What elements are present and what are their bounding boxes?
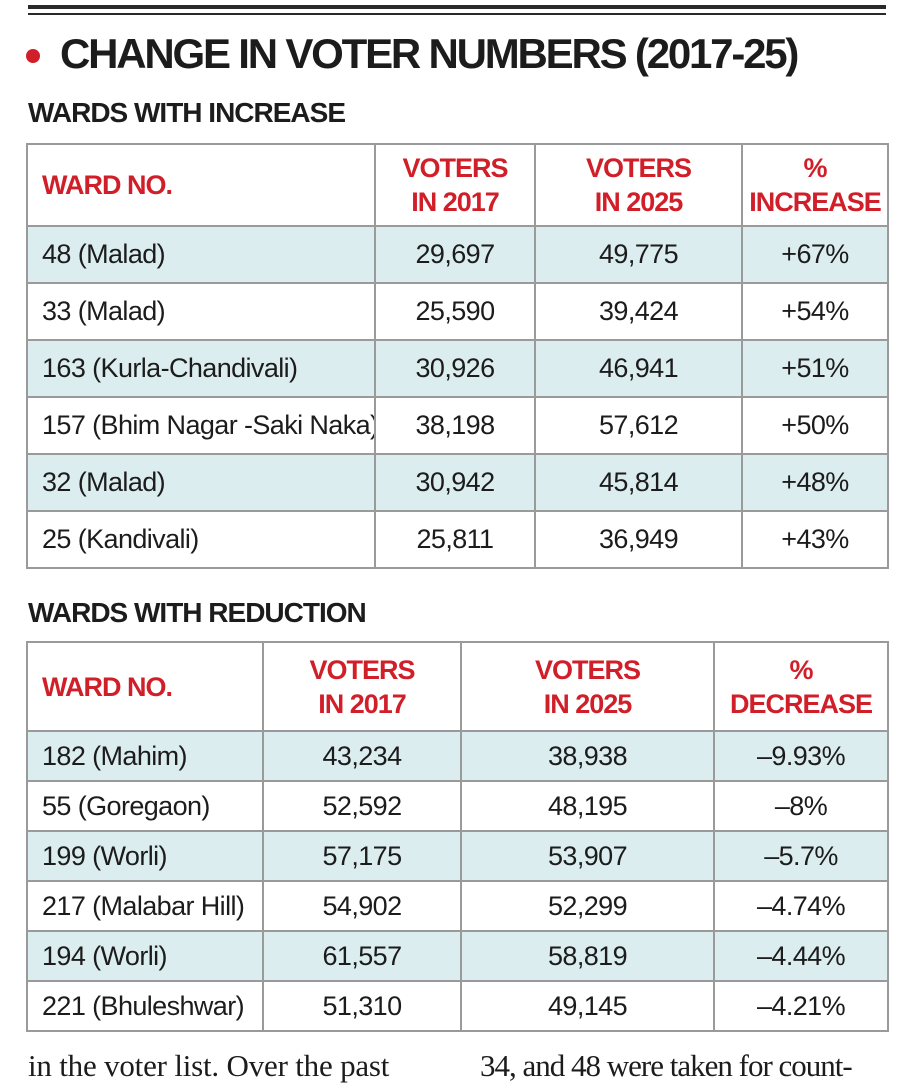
table-row: 32 (Malad) 30,942 45,814 +48% [26,453,889,512]
table-row: 157 (Bhim Nagar -Saki Naka) 38,198 57,61… [26,396,889,455]
header-ward-no: WARD NO. [26,143,376,227]
voters-2025-cell: 52,299 [460,880,715,932]
percent-change-cell: +48% [741,453,889,512]
article-right-column-text: 34, and 48 were taken for count- [480,1048,853,1083]
voters-2017-cell: 54,902 [262,880,462,932]
top-rule-thick [28,5,886,9]
voters-2025-cell: 45,814 [534,453,743,512]
percent-change-cell: +67% [741,225,889,284]
voters-2025-cell: 58,819 [460,930,715,982]
percent-change-cell: +54% [741,282,889,341]
voters-2017-cell: 38,198 [374,396,536,455]
ward-cell: 55 (Goregaon) [26,780,264,832]
header-voters-2025: VOTERS IN 2025 [534,143,743,227]
reduction-table: WARD NO. VOTERS IN 2017 VOTERS IN 2025 %… [26,641,889,1032]
reduction-section-title: WARDS WITH REDUCTION [28,597,367,628]
table-row: 55 (Goregaon) 52,592 48,195 –8% [26,780,889,832]
voters-2025-cell: 38,938 [460,730,715,782]
table-row: 33 (Malad) 25,590 39,424 +54% [26,282,889,341]
ward-cell: 217 (Malabar Hill) [26,880,264,932]
percent-change-cell: –4.74% [713,880,889,932]
table-row: 199 (Worli) 57,175 53,907 –5.7% [26,830,889,882]
voters-2017-cell: 29,697 [374,225,536,284]
voters-2017-cell: 52,592 [262,780,462,832]
top-rule-thin [28,13,886,15]
reduction-header-row: WARD NO. VOTERS IN 2017 VOTERS IN 2025 %… [26,641,889,732]
percent-change-cell: +51% [741,339,889,398]
voters-2017-cell: 30,942 [374,453,536,512]
ward-cell: 25 (Kandivali) [26,510,376,569]
table-row: 25 (Kandivali) 25,811 36,949 +43% [26,510,889,569]
ward-cell: 157 (Bhim Nagar -Saki Naka) [26,396,376,455]
voters-2025-cell: 36,949 [534,510,743,569]
ward-cell: 163 (Kurla-Chandivali) [26,339,376,398]
percent-change-cell: +43% [741,510,889,569]
table-row: 182 (Mahim) 43,234 38,938 –9.93% [26,730,889,782]
percent-change-cell: –5.7% [713,830,889,882]
header-voters-2017: VOTERS IN 2017 [374,143,536,227]
table-row: 163 (Kurla-Chandivali) 30,926 46,941 +51… [26,339,889,398]
table-row: 217 (Malabar Hill) 54,902 52,299 –4.74% [26,880,889,932]
increase-section-title: WARDS WITH INCREASE [28,97,346,128]
voters-2025-cell: 49,145 [460,980,715,1032]
header-percent-increase: % INCREASE [741,143,889,227]
voters-2025-cell: 49,775 [534,225,743,284]
table-row: 194 (Worli) 61,557 58,819 –4.44% [26,930,889,982]
article-left-column-text: in the voter list. Over the past [28,1048,390,1083]
percent-change-cell: –4.21% [713,980,889,1032]
ward-cell: 194 (Worli) [26,930,264,982]
percent-change-cell: –8% [713,780,889,832]
voters-2025-cell: 53,907 [460,830,715,882]
voters-2017-cell: 61,557 [262,930,462,982]
voters-2025-cell: 57,612 [534,396,743,455]
ward-cell: 221 (Bhuleshwar) [26,980,264,1032]
voters-2017-cell: 51,310 [262,980,462,1032]
voters-2017-cell: 30,926 [374,339,536,398]
ward-cell: 199 (Worli) [26,830,264,882]
voters-2025-cell: 46,941 [534,339,743,398]
ward-cell: 33 (Malad) [26,282,376,341]
increase-table: WARD NO. VOTERS IN 2017 VOTERS IN 2025 %… [26,143,889,569]
ward-cell: 32 (Malad) [26,453,376,512]
ward-cell: 182 (Mahim) [26,730,264,782]
red-dot-bullet-icon [26,49,40,63]
voters-2017-cell: 25,811 [374,510,536,569]
voters-2025-cell: 48,195 [460,780,715,832]
ward-cell: 48 (Malad) [26,225,376,284]
headline-title: CHANGE IN VOTER NUMBERS (2017-25) [60,30,799,77]
voters-2017-cell: 43,234 [262,730,462,782]
increase-header-row: WARD NO. VOTERS IN 2017 VOTERS IN 2025 %… [26,143,889,227]
percent-change-cell: –4.44% [713,930,889,982]
percent-change-cell: +50% [741,396,889,455]
header-ward-no: WARD NO. [26,641,264,732]
header-voters-2025: VOTERS IN 2025 [460,641,715,732]
header-percent-decrease: % DECREASE [713,641,889,732]
voters-2017-cell: 57,175 [262,830,462,882]
voters-2017-cell: 25,590 [374,282,536,341]
headline: CHANGE IN VOTER NUMBERS (2017-25) [26,30,799,78]
header-voters-2017: VOTERS IN 2017 [262,641,462,732]
percent-change-cell: –9.93% [713,730,889,782]
table-row: 221 (Bhuleshwar) 51,310 49,145 –4.21% [26,980,889,1032]
voters-2025-cell: 39,424 [534,282,743,341]
table-row: 48 (Malad) 29,697 49,775 +67% [26,225,889,284]
